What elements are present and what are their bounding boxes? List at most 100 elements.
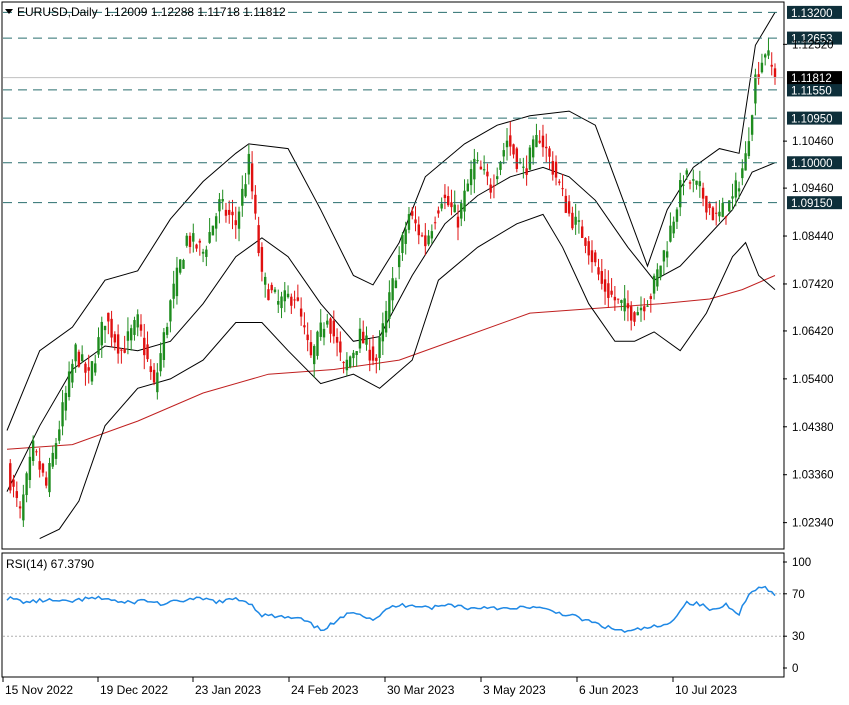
candle <box>630 301 633 331</box>
candle <box>512 143 515 159</box>
candle <box>12 474 15 498</box>
candle <box>149 359 152 380</box>
candle <box>505 128 509 161</box>
candle <box>309 330 313 358</box>
candle <box>267 283 270 301</box>
candle <box>136 309 139 337</box>
candle <box>38 447 41 478</box>
rsi-indicator: 100 70 30 0 <box>3 557 811 675</box>
time-tick-label: 10 Jul 2023 <box>675 683 737 697</box>
current-price-label: 1.11812 <box>791 73 832 85</box>
candle <box>224 202 228 223</box>
candle <box>394 277 398 289</box>
candle <box>9 459 12 494</box>
candle <box>355 351 358 367</box>
candle <box>538 130 541 144</box>
candle <box>522 157 525 179</box>
candle <box>67 361 71 401</box>
candle <box>417 216 420 245</box>
candle <box>90 360 94 385</box>
candle <box>263 272 267 298</box>
current-price-tag <box>787 71 842 85</box>
price-tick-label: 1.02340 <box>792 518 834 530</box>
candle <box>241 175 244 217</box>
candle <box>113 331 117 351</box>
candle <box>705 195 708 220</box>
candle <box>407 207 411 234</box>
candle <box>489 178 492 199</box>
candle <box>551 151 554 181</box>
chart-menu-triangle-icon[interactable] <box>5 9 13 14</box>
candle <box>45 471 48 489</box>
price-tick-label: 1.03360 <box>792 470 834 482</box>
candle <box>652 273 656 300</box>
horizontal-levels[interactable]: 1.13200 1.12653 1.11550 1.10950 1.10000 1.091… <box>3 5 842 210</box>
candle <box>303 312 306 335</box>
candle <box>84 361 87 386</box>
candle <box>453 190 456 213</box>
candle <box>646 300 649 307</box>
candle <box>28 447 32 489</box>
candle <box>535 123 538 148</box>
candle <box>675 207 679 229</box>
candle <box>293 290 296 309</box>
candle <box>492 174 496 199</box>
price-tick-label: 1.09460 <box>792 183 834 195</box>
candle <box>375 354 378 374</box>
candle <box>515 146 519 173</box>
candle <box>384 300 388 338</box>
candle <box>254 185 257 220</box>
candle <box>129 324 133 351</box>
candle <box>110 310 113 348</box>
candle <box>600 259 603 290</box>
time-tick-label: 19 Dec 2022 <box>100 683 168 697</box>
candle <box>198 238 202 256</box>
candle <box>672 216 675 238</box>
candle <box>218 193 221 224</box>
level-tag <box>787 111 842 125</box>
candle <box>433 216 437 230</box>
candle <box>290 293 293 314</box>
candle <box>348 355 352 369</box>
candle <box>169 299 172 333</box>
candle <box>476 152 479 164</box>
candle <box>698 170 702 198</box>
rsi-tick-label: 70 <box>792 589 805 601</box>
time-tick-label: 30 Mar 2023 <box>387 683 455 697</box>
candle <box>750 114 754 142</box>
candle <box>564 188 568 214</box>
time-tick-label: 6 Jun 2023 <box>579 683 639 697</box>
candle <box>388 280 391 329</box>
candle <box>430 224 434 244</box>
candle <box>714 201 718 226</box>
moving-average-line <box>6 275 776 450</box>
bb-lower-line <box>39 213 776 540</box>
main-chart-frame <box>1 1 785 550</box>
level-tag-label: 1.10950 <box>791 114 833 126</box>
candle <box>397 246 401 280</box>
candle <box>250 151 254 200</box>
ma-line <box>6 275 776 450</box>
price-tick-label: 1.08440 <box>792 231 834 243</box>
time-tick-label: 23 Jan 2023 <box>195 683 261 697</box>
level-tag-label: 1.10000 <box>791 158 833 170</box>
candle <box>201 248 205 263</box>
candle <box>74 342 77 373</box>
candle <box>587 236 590 265</box>
time-axis: 15 Nov 2022 19 Dec 2022 23 Jan 2023 24 Feb … <box>2 677 737 697</box>
candle <box>162 328 166 368</box>
candle <box>688 180 692 190</box>
candle <box>603 268 607 305</box>
candle <box>335 328 339 357</box>
candle <box>695 180 698 190</box>
candle <box>531 135 535 165</box>
candle <box>584 237 587 254</box>
candle <box>558 179 561 186</box>
candle <box>61 390 64 436</box>
candle <box>613 285 617 311</box>
candle <box>326 313 329 328</box>
candle <box>659 265 662 281</box>
candle <box>708 201 711 216</box>
